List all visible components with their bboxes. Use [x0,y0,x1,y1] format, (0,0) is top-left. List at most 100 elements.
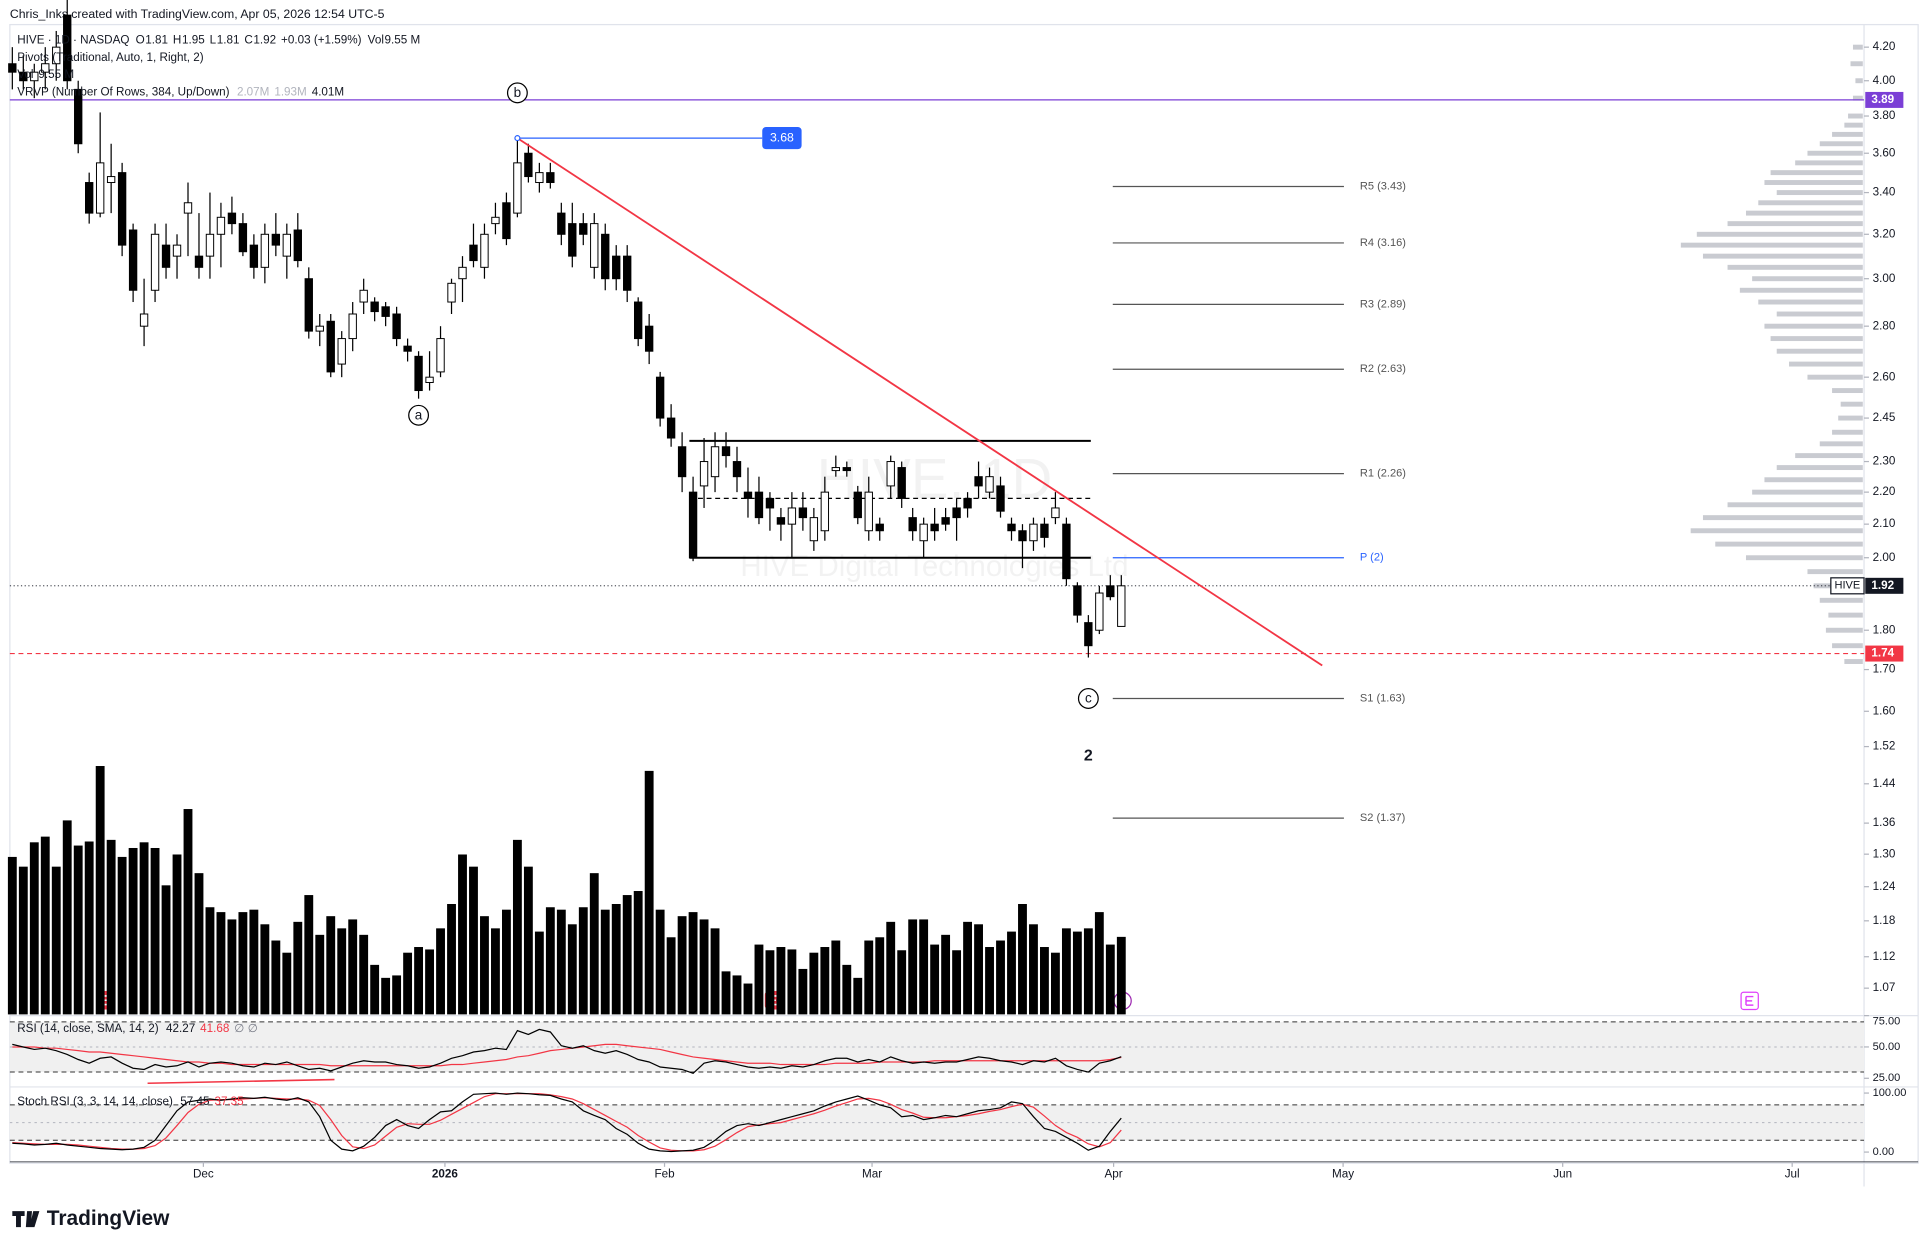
candle-body [315,325,324,332]
wave-label: c [1085,691,1092,706]
volume-bar [787,949,797,1015]
volume-profile-bar [1758,299,1863,305]
volume-bar [644,770,654,1015]
volume-bar [40,836,50,1015]
candle-body [798,507,808,519]
volume-bar [963,921,973,1015]
volume-bar [381,977,391,1015]
candle-body [260,233,270,268]
legend-text: 9.55 M [385,34,421,47]
volume-profile-bar [1819,141,1863,147]
candle-body [1018,530,1027,542]
candle-body [227,212,237,225]
candle-body [853,491,862,519]
volume-bar [875,937,885,1015]
volume-bar [567,924,577,1015]
volume-profile-bar [1850,61,1863,67]
candle-body [633,301,643,340]
volume-profile-bar [1739,287,1863,293]
header: Chris_Inks created with TradingView.com,… [10,7,385,21]
volume-profile-bar [1832,388,1863,394]
candle-body [458,266,467,280]
volume-bar [128,847,138,1015]
y-tick-label: 2.80 [1873,319,1896,332]
volume-bar [919,919,929,1015]
volume-bar [501,909,511,1015]
candle-body [820,491,830,532]
candle-body [590,223,599,268]
volume-bar [699,919,709,1015]
y-tick-label: 1.52 [1873,740,1896,753]
y-tick-label: 4.20 [1873,40,1896,53]
volume-bar [326,916,336,1015]
volume-bar [425,949,434,1015]
legend-text: Vol [17,68,33,81]
y-tick-label: 1.24 [1873,880,1896,893]
volume-profile-bar [1848,113,1863,119]
candle-body [139,313,149,327]
candle-body [172,244,182,257]
volume-bar [853,977,863,1015]
volume-profile-bar [1825,627,1863,633]
y-tick-label: 2.45 [1873,411,1896,424]
candle-body [117,172,127,246]
volume-bar [1029,924,1038,1015]
y-tick-label: 1.07 [1873,981,1896,994]
candle-body [875,523,884,532]
volume-bar [1094,912,1104,1015]
volume-bar [491,928,500,1015]
legend-text: Vol [368,34,384,47]
volume-profile-bar [1776,311,1863,317]
volume-bar [271,940,281,1015]
wave-circle [506,82,528,104]
volume-bar [150,847,160,1015]
volume-profile-bar [1832,643,1863,649]
volume-bar [1050,952,1060,1015]
volume-profile-bar [1807,150,1863,156]
volume-profile-bar [1727,502,1863,508]
candle-body [293,229,302,262]
legend-text: L [210,34,217,47]
volume-bar [1061,928,1071,1015]
volume-bar [743,983,753,1015]
volume-profile-bar [1852,95,1863,101]
price-label: 3.89 [1871,93,1894,106]
candle-body [392,313,401,340]
volume-profile-bar [1807,569,1863,575]
candle-body [908,517,917,532]
y-tick-label: 2.30 [1873,455,1896,468]
volume-profile-bar [1752,489,1863,495]
y-tick-label: 1.30 [1873,847,1896,860]
volume-bar [952,950,962,1015]
legend-text: Stoch RSI (3, 3, 14, 14, close) [17,1095,173,1108]
volume-bar [941,934,951,1015]
candle-body [930,523,939,532]
volume-bar [117,856,127,1015]
candle-body [1095,592,1104,631]
volume-profile-bar [1776,190,1863,196]
volume-bar [534,931,544,1015]
candle-body [436,338,445,373]
y-tick-label: 1.18 [1873,914,1896,927]
candle-body [699,461,709,487]
volume-bar [809,952,819,1015]
volume-bar [51,866,61,1015]
candle-body [447,282,456,303]
volume-profile-bar [1795,160,1863,166]
volume-profile-bar [1852,44,1863,50]
candle-body [732,461,742,478]
candle-body [282,233,292,257]
wave-circle [1077,688,1099,709]
volume-profile-bar [1807,374,1863,380]
candle-body [952,507,961,519]
volume-bar [897,950,907,1015]
candle-body [95,162,105,214]
price-label-box [1865,91,1904,108]
legend-text: 2.07M [237,85,269,98]
volume-bar [600,909,610,1015]
legend-text: C [244,34,252,47]
candle-body [480,233,489,268]
y-tick-label: 25.00 [1873,1072,1901,1084]
